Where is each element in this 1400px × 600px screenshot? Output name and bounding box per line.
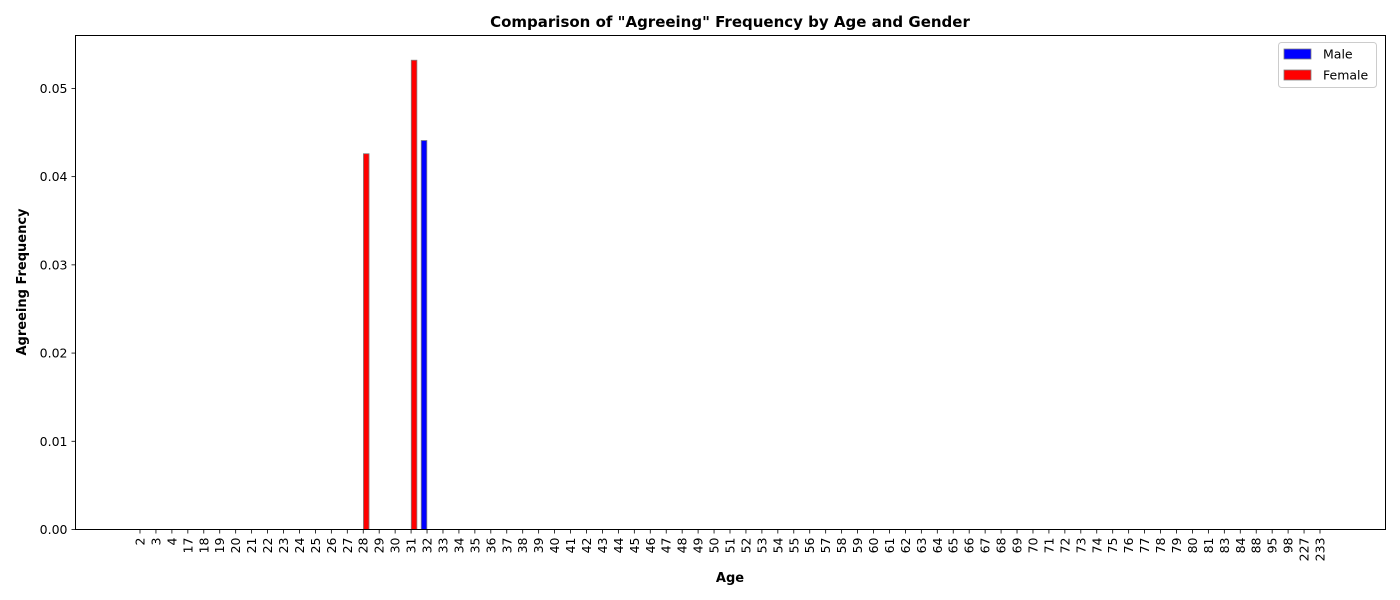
x-tick-label: 31: [404, 538, 419, 554]
x-tick-label: 74: [1089, 537, 1104, 553]
x-tick-label: 70: [1025, 537, 1040, 553]
x-tick-label: 3: [148, 538, 163, 546]
x-tick-label: 81: [1201, 538, 1216, 554]
x-tick-label: 49: [691, 537, 706, 553]
x-tick-label: 45: [627, 538, 642, 554]
x-tick-label: 41: [563, 538, 578, 554]
y-tick-label: 0.01: [40, 434, 68, 449]
legend-label-male: Male: [1323, 47, 1353, 62]
x-tick-label: 18: [196, 537, 211, 553]
x-tick-label: 59: [850, 537, 865, 553]
x-tick-label: 53: [754, 538, 769, 554]
x-tick-label: 67: [978, 538, 993, 554]
x-tick-label: 57: [818, 538, 833, 554]
x-tick-label: 65: [946, 538, 961, 554]
x-tick-label: 17: [180, 538, 195, 554]
x-tick-label: 66: [962, 537, 977, 553]
x-tick-label: 71: [1041, 538, 1056, 554]
x-tick-label: 35: [467, 538, 482, 554]
x-tick-label: 25: [308, 538, 323, 554]
legend-label-female: Female: [1323, 68, 1369, 83]
x-tick-label: 60: [866, 537, 881, 553]
x-tick-label: 46: [643, 537, 658, 553]
x-tick-label: 39: [531, 537, 546, 553]
x-tick-label: 26: [324, 537, 339, 553]
x-tick-label: 19: [212, 537, 227, 553]
x-tick-label: 48: [675, 537, 690, 553]
bars-layer: [363, 59, 428, 530]
plot-frame: [75, 35, 1386, 530]
x-tick-label: 28: [356, 537, 371, 553]
x-tick-label: 77: [1137, 538, 1152, 554]
y-tick-label: 0.04: [40, 169, 68, 184]
y-tick-label: 0.03: [40, 257, 68, 272]
x-tick-label: 58: [834, 537, 849, 553]
y-tick-label: 0.00: [40, 522, 68, 537]
x-ticks-layer: 2 3 4 17 18 19 20 21 22 23 24 25 26 27 28 29 30 31 32 33 34 3…: [133, 529, 1328, 562]
y-tick-label: 0.05: [40, 81, 68, 96]
x-tick-label: 20: [228, 537, 243, 553]
x-tick-label: 227: [1297, 538, 1312, 562]
x-tick-label: 34: [451, 537, 466, 553]
y-ticks-layer: 0.00 0.01 0.02 0.03 0.04 0.05: [40, 81, 76, 537]
x-tick-label: 61: [882, 538, 897, 554]
x-axis-label: Age: [716, 571, 744, 586]
x-tick-label: 62: [898, 538, 913, 554]
x-tick-label: 40: [547, 537, 562, 553]
x-tick-label: 75: [1105, 538, 1120, 554]
x-tick-label: 69: [1010, 537, 1025, 553]
y-axis-label: Agreeing Frequency: [15, 208, 30, 356]
x-tick-label: 30: [388, 537, 403, 553]
x-tick-label: 44: [611, 537, 626, 553]
x-tick-label: 27: [340, 538, 355, 554]
x-tick-label: 47: [659, 538, 674, 554]
x-tick-label: 42: [579, 538, 594, 554]
x-tick-label: 76: [1121, 537, 1136, 553]
x-tick-label: 36: [483, 537, 498, 553]
x-tick-label: 72: [1057, 538, 1072, 554]
x-tick-label: 84: [1233, 537, 1248, 553]
x-tick-label: 79: [1169, 537, 1184, 553]
x-tick-label: 2: [133, 538, 148, 546]
x-tick-label: 38: [515, 537, 530, 553]
x-tick-label: 55: [786, 538, 801, 554]
bar-male-32: [420, 140, 428, 530]
x-tick-label: 52: [738, 538, 753, 554]
x-tick-label: 43: [595, 538, 610, 554]
x-tick-label: 51: [723, 538, 738, 554]
x-tick-label: 50: [707, 537, 722, 553]
x-tick-label: 78: [1153, 537, 1168, 553]
x-tick-label: 98: [1281, 537, 1296, 553]
x-tick-label: 32: [420, 538, 435, 554]
x-tick-label: 54: [770, 537, 785, 553]
x-tick-label: 24: [292, 537, 307, 553]
x-tick-label: 21: [244, 538, 259, 554]
legend-swatch-male: [1283, 48, 1312, 60]
x-tick-label: 233: [1313, 538, 1328, 562]
x-tick-label: 4: [164, 537, 179, 545]
x-tick-label: 33: [435, 538, 450, 554]
x-tick-label: 95: [1265, 538, 1280, 554]
x-tick-label: 68: [994, 537, 1009, 553]
legend: Male Female: [1278, 42, 1377, 88]
x-tick-label: 64: [930, 537, 945, 553]
x-tick-label: 80: [1185, 537, 1200, 553]
x-tick-label: 88: [1249, 537, 1264, 553]
x-tick-label: 73: [1073, 538, 1088, 554]
bar-female-28: [363, 153, 370, 530]
legend-swatch-female: [1283, 69, 1312, 81]
x-tick-label: 23: [276, 538, 291, 554]
y-tick-label: 0.02: [40, 346, 68, 361]
x-tick-label: 63: [914, 538, 929, 554]
x-tick-label: 22: [260, 538, 275, 554]
x-tick-label: 29: [372, 537, 387, 553]
x-tick-label: 37: [499, 538, 514, 554]
x-tick-label: 83: [1217, 538, 1232, 554]
chart-title: Comparison of "Agreeing" Frequency by Ag…: [490, 13, 970, 31]
bar-female-31: [410, 59, 418, 530]
x-tick-label: 56: [802, 537, 817, 553]
